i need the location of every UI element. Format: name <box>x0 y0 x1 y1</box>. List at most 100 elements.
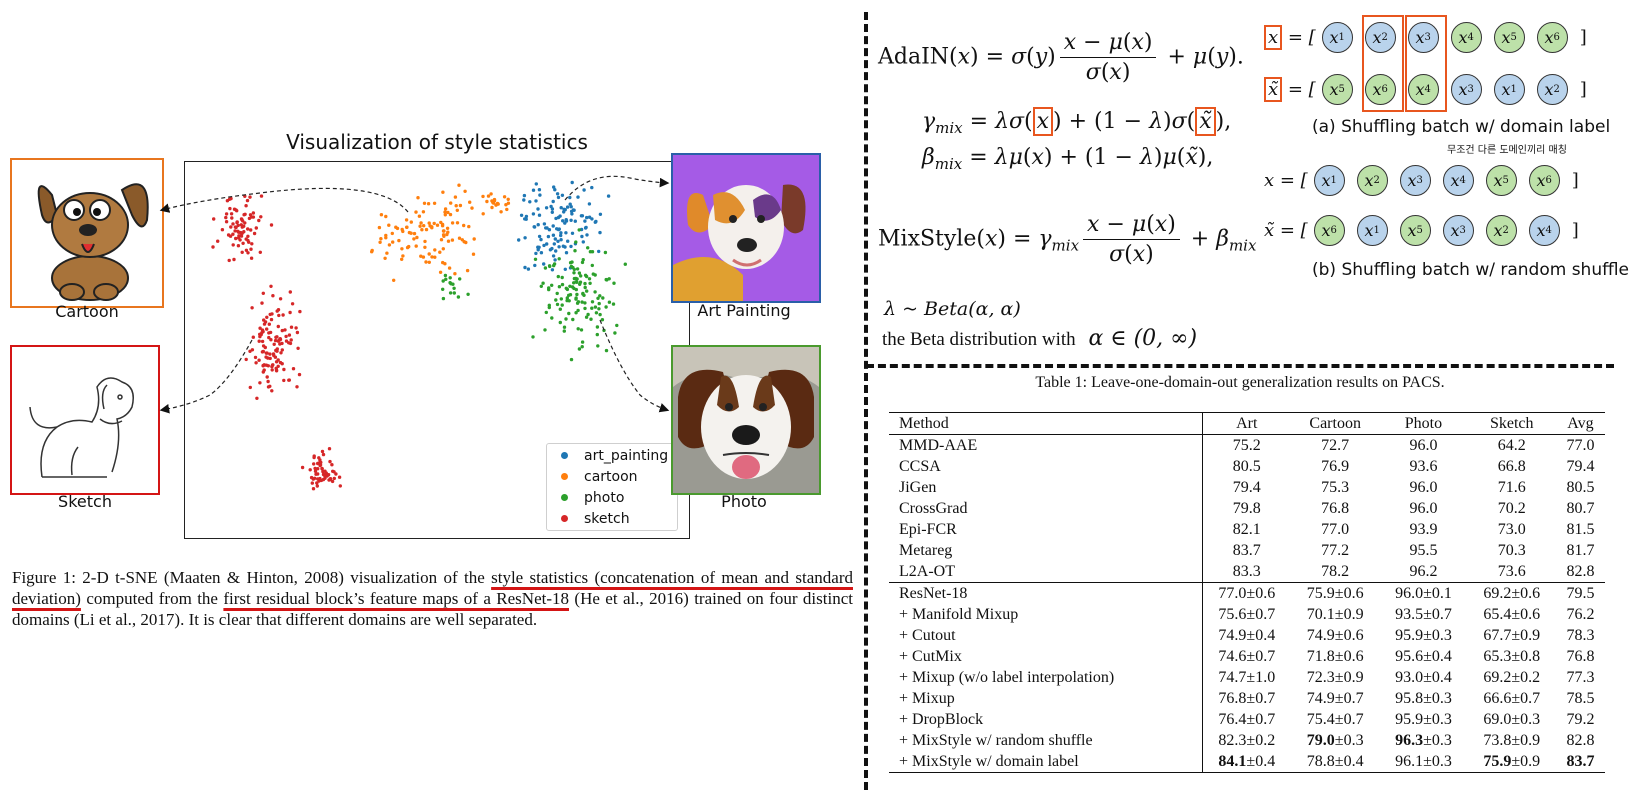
scatter-point-photo <box>597 301 601 306</box>
table-cell: 96.0 <box>1409 478 1438 496</box>
scatter-point-photo <box>596 296 600 300</box>
scatter-point-sketch <box>254 361 258 365</box>
scatter-point-art_painting <box>562 210 566 214</box>
scatter-point-photo <box>560 303 564 307</box>
scatter-point-photo <box>574 311 578 315</box>
scatter-point-sketch <box>212 217 216 221</box>
scatter-point-sketch <box>321 452 326 457</box>
table-cell: 78.3 <box>1566 626 1595 644</box>
scatter-point-cartoon <box>392 278 396 282</box>
scatter-point-photo <box>547 264 552 268</box>
scatter-point-sketch <box>332 470 336 474</box>
arrow-to-photo <box>599 319 670 413</box>
scatter-point-cartoon <box>447 266 452 270</box>
scatter-point-sketch <box>271 294 275 298</box>
scatter-point-art_painting <box>526 267 531 271</box>
scatter-point-cartoon <box>454 204 458 208</box>
scatter-point-photo <box>595 325 600 329</box>
scatter-point-art_painting <box>559 206 563 210</box>
cartoon-label: Cartoon <box>55 302 119 321</box>
scatter-point-sketch <box>229 212 234 216</box>
scatter-point-photo <box>560 275 564 280</box>
scatter-point-art_painting <box>532 225 537 229</box>
scatter-point-sketch <box>269 284 273 288</box>
scatter-point-photo <box>604 305 608 309</box>
scatter-point-sketch <box>236 229 240 233</box>
scatter-point-art_painting <box>569 205 573 209</box>
scatter-point-art_painting <box>522 198 526 202</box>
shuffle-a-xtilde-row: x̃ = [x 5 x 6 x 4 x 3 x 1 x 2] <box>1264 74 1587 105</box>
scatter-point-art_painting <box>559 233 563 238</box>
scatter-point-sketch <box>228 206 232 211</box>
scatter-point-sketch <box>288 341 293 346</box>
scatter-point-cartoon <box>490 205 494 210</box>
table-cell: 75.9±0.9 <box>1467 751 1556 773</box>
scatter-point-photo <box>544 310 548 315</box>
scatter-point-sketch <box>271 352 276 356</box>
scatter-point-photo <box>612 281 616 285</box>
table-cell: 71.8±0.6 <box>1306 647 1364 665</box>
scatter-point-sketch <box>276 308 281 312</box>
scatter-point-sketch <box>312 462 316 466</box>
scatter-point-cartoon <box>499 210 503 214</box>
scatter-point-sketch <box>229 196 233 201</box>
scatter-point-sketch <box>288 310 292 315</box>
table-cell: + CutMix <box>889 646 1203 667</box>
scatter-point-art_painting <box>556 195 561 200</box>
scatter-point-photo <box>603 250 608 255</box>
scatter-point-photo <box>623 262 627 266</box>
table-cell: CCSA <box>889 456 1203 477</box>
scatter-point-photo <box>577 347 582 351</box>
scatter-point-photo <box>441 296 446 301</box>
scatter-point-cartoon <box>453 195 458 199</box>
scatter-point-cartoon <box>491 201 496 205</box>
scatter-point-sketch <box>255 396 259 400</box>
highlight-box-2 <box>1405 15 1447 112</box>
gamma-mix-equation: γmix = λσ(x) + (1 − λ)σ(x̃), <box>922 107 1232 137</box>
scatter-point-cartoon <box>439 220 443 225</box>
scatter-point-sketch <box>248 195 252 199</box>
scatter-point-cartoon <box>405 225 409 229</box>
scatter-point-photo <box>611 302 616 306</box>
scatter-point-sketch <box>282 378 286 383</box>
scatter-point-cartoon <box>384 214 388 219</box>
scatter-point-sketch <box>258 334 262 339</box>
table-cell: 83.7 <box>1232 541 1261 559</box>
scatter-point-sketch <box>281 313 285 317</box>
scatter-point-cartoon <box>471 252 476 256</box>
scatter-point-photo <box>580 300 584 304</box>
table-cell: 77.0±0.6 <box>1202 582 1292 604</box>
scatter-point-photo <box>580 340 585 344</box>
scatter-point-cartoon <box>442 234 446 238</box>
scatter-point-cartoon <box>435 223 440 227</box>
scatter-point-sketch <box>252 231 257 236</box>
scatter-point-cartoon <box>422 224 426 228</box>
scatter-point-sketch <box>275 335 279 339</box>
bracket-close: ] <box>1579 27 1587 48</box>
scatter-point-sketch <box>318 463 323 467</box>
scatter-point-sketch <box>265 351 269 355</box>
scatter-point-sketch <box>269 338 273 342</box>
scatter-point-photo <box>560 282 565 287</box>
table-header: Method <box>889 412 1203 435</box>
table-cell: L2A-OT <box>889 561 1203 583</box>
scatter-point-photo <box>543 266 548 270</box>
scatter-point-sketch <box>263 320 268 324</box>
scatter-point-sketch <box>298 309 302 314</box>
table-header: Avg <box>1555 412 1605 435</box>
table-row: + Mixup 76.8±0.7 74.9±0.7 95.8±0.3 66.6±0.7 7… <box>889 688 1605 709</box>
table-row: L2A-OT 83.3 78.2 96.2 73.6 82.8 <box>889 561 1605 583</box>
scatter-point-photo <box>558 320 562 325</box>
table-cell: 77.3 <box>1566 668 1595 686</box>
scatter-point-photo <box>577 271 582 275</box>
table-cell: 93.5±0.7 <box>1395 605 1452 623</box>
scatter-point-sketch <box>273 338 278 343</box>
scatter-point-cartoon <box>422 201 427 205</box>
scatter-point-cartoon <box>385 251 389 255</box>
scatter-point-cartoon <box>387 223 391 227</box>
scatter-point-sketch <box>296 346 300 350</box>
scatter-point-cartoon <box>458 203 463 208</box>
